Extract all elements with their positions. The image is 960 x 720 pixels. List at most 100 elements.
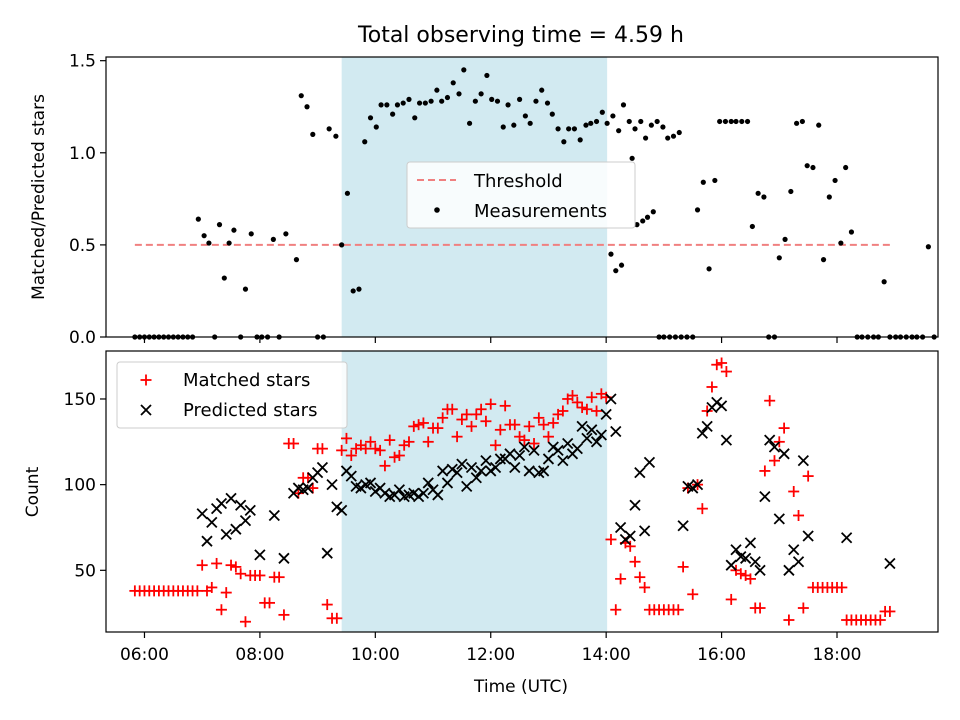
matched-star-point [720, 366, 732, 378]
predicted-star-point [206, 516, 218, 528]
matched-star-point [783, 614, 795, 626]
measurement-point [712, 177, 718, 184]
predicted-star-point [336, 504, 348, 516]
predicted-star-point [634, 467, 646, 479]
predicted-star-point [711, 396, 723, 409]
predicted-star-point [725, 559, 737, 571]
figure-title: Total observing time = 4.59 h [357, 23, 684, 48]
predicted-star-point [778, 448, 790, 460]
matched-star-point [586, 391, 598, 403]
predicted-star-point [446, 463, 458, 475]
top-legend-box [406, 161, 636, 229]
matched-star-point [768, 455, 780, 467]
matched-star-point [542, 431, 554, 443]
measurement-point [648, 122, 654, 128]
matched-star-point [365, 436, 377, 448]
measurements-legend-swatch [434, 207, 440, 213]
matched-star-point [716, 357, 728, 369]
measurement-point [634, 222, 640, 228]
measurement-point [456, 91, 462, 97]
predicted-star-point [480, 455, 492, 467]
measurement-point [527, 120, 533, 126]
measurement-point [516, 96, 523, 102]
predicted-star-point [701, 420, 713, 433]
matched-star-point [797, 602, 809, 614]
matched-star-point [629, 556, 641, 568]
predicted-star-point [437, 465, 449, 477]
measurement-point [522, 113, 528, 119]
measurement-point [733, 118, 739, 125]
matched-star-point [687, 588, 699, 600]
top-panel: 0.0 0.5 1.0 1.5 Matched/Predicted stars Thr… [29, 52, 939, 348]
measurement-point [638, 118, 644, 125]
measurement-point [333, 133, 339, 139]
top-y-tick-label: 0.5 [69, 236, 96, 256]
predicted-star-point [393, 484, 406, 496]
measurement-point [706, 266, 712, 272]
measurement-point [270, 236, 276, 242]
matched-star-point [744, 573, 756, 585]
measurement-point [640, 218, 646, 224]
measurement-point [744, 118, 751, 125]
measurement-point [593, 118, 600, 125]
matched-star-point [340, 432, 352, 444]
predicted-star-point [605, 393, 617, 405]
predicted-star-point [523, 465, 535, 477]
matched-star-point [793, 509, 805, 521]
measurement-point [632, 126, 638, 132]
matched-star-point [591, 405, 603, 417]
predicted-star-point [619, 533, 632, 546]
predicted-star-point [547, 441, 559, 453]
matched-star-point [509, 419, 521, 431]
measurement-point [749, 223, 755, 230]
top-y-axis-label: Matched/Predicted stars [29, 94, 49, 300]
predicted-star-point [321, 547, 333, 559]
matched-star-point [639, 581, 651, 593]
predicted-star-point [581, 432, 593, 445]
matched-star-point [711, 359, 723, 371]
predicted-star-point [595, 429, 607, 441]
measurement-point [384, 102, 390, 108]
matched-star-point [331, 612, 343, 624]
predicted-star-point [739, 552, 752, 564]
measurement-point [654, 118, 660, 125]
predicted-star-point [557, 455, 569, 467]
predicted-star-point [470, 472, 482, 484]
measurement-point [650, 209, 656, 215]
measurement-point [626, 118, 632, 125]
matched-star-point [360, 443, 372, 455]
predicted-star-point [783, 564, 795, 576]
measurement-point [644, 214, 651, 220]
matched-star-point [225, 559, 237, 571]
measurement-point [505, 102, 511, 108]
matched-star-point [538, 419, 550, 431]
predicted-stars-legend-marker [140, 404, 152, 416]
matched-star-point [321, 599, 333, 611]
measurement-point [804, 163, 810, 169]
matched-star-point [884, 605, 896, 617]
measurement-point [378, 102, 384, 108]
measurement-point [776, 255, 782, 261]
predicted-star-point [355, 482, 367, 494]
matched-star-point [557, 405, 569, 417]
matched-star-point [336, 444, 348, 456]
matched-star-point [393, 450, 405, 462]
measurement-point [549, 111, 555, 117]
measurement-point [400, 100, 406, 106]
measurement-point [544, 100, 551, 106]
x-tick-label: 06:00 [120, 645, 169, 665]
matched-star-point [422, 436, 434, 448]
predicted-star-point [345, 470, 357, 482]
predicted-star-point [884, 557, 896, 570]
predicted-star-point [465, 461, 478, 474]
matched-star-point [211, 557, 223, 569]
measurement-point [326, 126, 332, 132]
measurement-point [794, 120, 800, 126]
measurement-point [820, 257, 827, 263]
matched-star-point [384, 434, 396, 446]
measurement-point [925, 244, 931, 250]
predicted-star-point [687, 482, 699, 494]
matched-star-point [446, 403, 458, 415]
measurement-point [694, 207, 701, 213]
measurement-point [350, 288, 356, 294]
